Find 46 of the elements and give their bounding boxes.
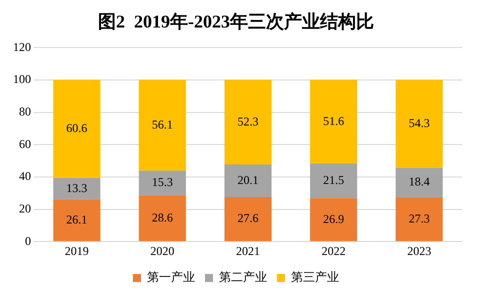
bar: [53, 80, 100, 178]
legend-label: 第二产业: [219, 270, 267, 284]
bar: [224, 80, 272, 164]
bar: [224, 196, 272, 242]
bar: [53, 178, 100, 200]
bar: [310, 163, 358, 198]
x-tick-label: 2019: [64, 244, 89, 258]
bar: [396, 168, 443, 198]
data-label: 51.6: [323, 114, 344, 128]
bar: [396, 80, 443, 168]
y-tick-label: 0: [25, 234, 31, 248]
data-label: 54.3: [408, 116, 430, 130]
data-label: 60.6: [66, 121, 88, 136]
data-label: 28.6: [152, 210, 173, 224]
y-tick-label: 100: [13, 72, 31, 86]
x-tick-label: 2021: [236, 244, 260, 258]
y-tick-label: 20: [19, 201, 31, 216]
data-label: 26.9: [323, 212, 344, 226]
y-tick-label: 40: [19, 169, 31, 184]
x-tick-label: 2022: [322, 244, 346, 258]
data-label: 56.1: [152, 117, 173, 132]
y-tick-label: 120: [13, 40, 31, 54]
data-label: 15.3: [152, 175, 173, 190]
data-label: 52.3: [238, 114, 258, 128]
x-tick-label: 2023: [407, 244, 432, 258]
legend-label: 第三产业: [291, 270, 339, 284]
data-label: 27.3: [408, 211, 430, 226]
data-label: 13.3: [66, 180, 88, 195]
data-label: 27.6: [238, 211, 258, 226]
chart-title: 图2 2019年-2023年三次产业结构比: [98, 11, 374, 32]
bar: [310, 198, 358, 242]
bar: [396, 197, 443, 242]
data-label: 21.5: [323, 172, 344, 187]
bar: [138, 80, 186, 171]
x-tick-label: 2020: [150, 244, 174, 258]
bar: [224, 164, 272, 197]
bar: [138, 170, 186, 196]
y-tick-label: 80: [19, 104, 31, 118]
bar: [53, 199, 100, 242]
data-label: 20.1: [238, 172, 258, 187]
legend-label: 第一产业: [147, 270, 195, 284]
bar: [310, 80, 358, 164]
y-tick-label: 60: [19, 136, 31, 151]
bar: [138, 195, 186, 242]
data-label: 18.4: [408, 174, 430, 189]
data-label: 26.1: [66, 212, 88, 226]
